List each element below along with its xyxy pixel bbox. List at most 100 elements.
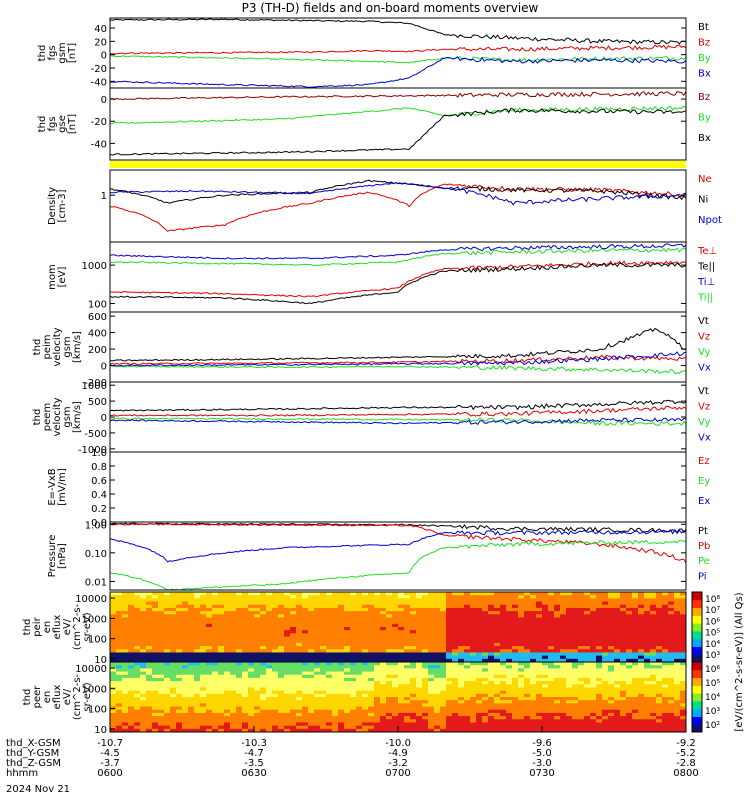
spectrogram-cell [338,697,345,701]
spectrogram-cell [680,668,687,673]
spectrogram-cell [374,665,381,669]
spectrogram-cell [326,706,333,711]
spectrogram-cell [554,725,561,730]
spectrogram-cell [674,592,681,596]
spectrogram-cell [650,598,657,603]
spectrogram-cell [116,693,123,698]
spectrogram-cell [278,601,285,606]
spectrogram-cell [296,639,303,644]
spectrogram-cell [230,709,237,714]
spectrogram-cell [530,598,537,603]
spectrogram-cell [278,677,285,682]
spectrogram-cell [530,706,537,711]
spectrogram-cell [662,614,669,618]
spectrogram-cell [122,722,129,727]
spectrogram-cell [428,623,435,628]
spectrogram-cell [494,697,501,701]
panel-peir_spec: 10000100010010thdpeirenefluxeV/(cm^2-s-s… [22,591,687,666]
spectrogram-cell [476,671,483,676]
spectrogram-cell [560,725,567,730]
spectrogram-cell [554,642,561,647]
spectrogram-cell [422,611,429,615]
spectrogram-cell [218,607,225,612]
spectrogram-cell [176,642,183,647]
spectrogram-cell [368,687,375,692]
spectrogram-cell [524,728,531,733]
spectrogram-cell [566,716,573,720]
spectrogram-cell [434,633,441,638]
spectrogram-cell [674,598,681,603]
spectrogram-cell [632,706,639,711]
spectrogram-cell [554,614,561,618]
spectrogram-cell [500,681,507,685]
spectrogram-cell [620,636,627,641]
spectrogram-cell [194,623,201,628]
spectrogram-cell [116,611,123,615]
spectrogram-cell [530,716,537,720]
spectrogram-cell [572,604,579,609]
spectrogram-cell [416,674,423,679]
spectrogram-cell [188,601,195,606]
spectrogram-cell [386,601,393,606]
spectrogram-cell [266,719,273,723]
spectrogram-cell [578,684,585,688]
spectrogram-cell [110,712,117,717]
spectrogram-cell [602,674,609,679]
spectrogram-cell [572,652,579,657]
spectrogram-cell [464,687,471,692]
spectrogram-cell [302,693,309,698]
spectrogram-cell [602,709,609,714]
spectrogram-cell [428,671,435,676]
spectrogram-cell [602,595,609,599]
spectrogram-cell [446,716,453,720]
spectrogram-cell [248,642,255,647]
spectrogram-cell [326,700,333,704]
spectrogram-cell [656,712,663,717]
spectrogram-cell [482,649,489,653]
spectrogram-cell [188,604,195,609]
spectrogram-cell [128,630,135,634]
spectrogram-cell [194,687,201,692]
spectrogram-cell [356,728,363,733]
spectrogram-cell [578,627,585,631]
spectrogram-cell [284,658,291,663]
spectrogram-cell [566,728,573,733]
spectrogram-cell [410,601,417,606]
legend-label: Vy [698,347,711,358]
spectrogram-cell [656,595,663,599]
spectrogram-cell [470,620,477,625]
spectrogram-cell [614,693,621,698]
spectrogram-cell [344,630,351,634]
spectrogram-cell [524,636,531,641]
spectrogram-cell [416,598,423,603]
spectrogram-cell [128,620,135,625]
spectrogram-cell [404,665,411,669]
spectrogram-cell [308,662,315,666]
spectrogram-cell [308,728,315,733]
spectrogram-cell [200,728,207,733]
spectrogram-cell [356,611,363,615]
spectrogram-cell [260,614,267,618]
spectrogram-cell [170,604,177,609]
spectrogram-cell [374,604,381,609]
spectrogram-cell [296,690,303,695]
spectrogram-cell [128,687,135,692]
spectrogram-cell [260,620,267,625]
spectrogram-cell [272,630,279,634]
spectrogram-cell [524,617,531,622]
spectrogram-cell [356,649,363,653]
spectrogram-cell [458,697,465,701]
spectrogram-cell [422,604,429,609]
spectrogram-cell [566,617,573,622]
spectrogram-cell [260,712,267,717]
spectrogram-cell [626,630,633,634]
spectrogram-cell [488,709,495,714]
spectrogram-cell [128,601,135,606]
spectrogram-cell [488,677,495,682]
spectrogram-cell [242,662,249,666]
spectrogram-cell [680,627,687,631]
spectrogram-cell [140,706,147,711]
spectrogram-cell [212,655,219,660]
y-tick-label: 400 [88,329,107,340]
spectrogram-cell [638,601,645,606]
